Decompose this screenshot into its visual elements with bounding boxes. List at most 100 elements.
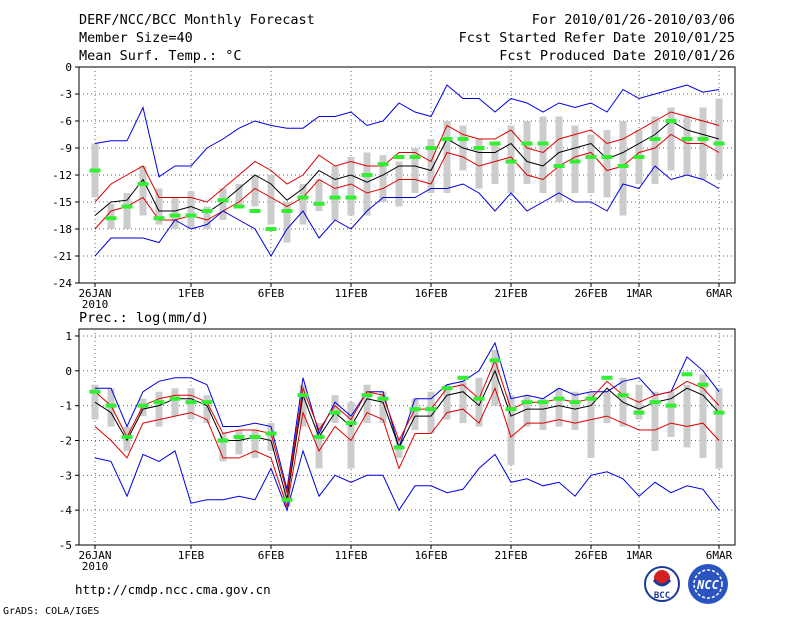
y-tick-label: -18 <box>52 223 72 236</box>
median-marker <box>105 216 117 221</box>
header-variable: Mean Surf. Temp.: °C <box>79 48 242 64</box>
spread-box <box>331 395 339 424</box>
median-marker <box>281 209 293 213</box>
median-marker <box>201 209 213 213</box>
x-tick-label: 6MAR <box>706 287 733 300</box>
median-marker <box>521 141 533 146</box>
median-marker <box>601 375 613 380</box>
spread-box <box>603 130 611 198</box>
footer-url[interactable]: http://cmdp.ncc.cma.gov.cn <box>75 582 271 597</box>
footer-grads-credit: GrADS: COLA/IGES <box>3 606 99 617</box>
y-tick-label: -21 <box>52 250 72 263</box>
y-tick-label: -3 <box>59 88 72 101</box>
median-marker <box>617 393 629 398</box>
median-marker <box>505 407 517 412</box>
median-marker <box>377 396 389 401</box>
spread-box <box>315 179 323 211</box>
spread-box <box>523 121 531 184</box>
spread-box <box>587 134 595 193</box>
spread-box <box>395 161 403 207</box>
median-marker <box>377 162 389 167</box>
spread-box <box>363 384 371 424</box>
spread-box <box>283 485 291 507</box>
median-marker <box>313 201 325 206</box>
spread-box <box>427 139 435 193</box>
header-started-date: Fcst Started Refer Date 2010/01/25 <box>459 30 735 46</box>
median-marker <box>665 119 677 123</box>
median-marker <box>169 396 181 401</box>
median-marker <box>489 358 501 363</box>
median-marker <box>649 137 661 141</box>
median-marker <box>249 435 261 439</box>
x-tick-label: 26FEB <box>574 287 607 300</box>
median-marker <box>585 396 597 401</box>
spread-box <box>427 391 435 434</box>
median-marker <box>697 137 709 141</box>
spread-box <box>459 381 467 424</box>
series-line-min <box>94 165 720 257</box>
median-marker <box>233 204 245 209</box>
spread-box <box>667 107 675 171</box>
spread-box <box>683 384 691 448</box>
spread-box <box>683 116 691 175</box>
spread-box <box>443 121 451 193</box>
ncc-logo: NCC <box>688 564 728 604</box>
spread-box <box>539 116 547 193</box>
y-tick-label: -2 <box>59 434 72 447</box>
median-marker <box>249 209 261 213</box>
x-year-label: 2010 <box>82 560 109 573</box>
median-marker <box>441 386 453 391</box>
median-marker <box>153 216 165 221</box>
median-marker <box>361 393 373 398</box>
spread-box <box>475 377 483 427</box>
y-tick-label: -9 <box>59 142 72 155</box>
spread-box <box>507 125 515 193</box>
median-marker <box>297 195 309 200</box>
spread-box <box>619 121 627 216</box>
spread-box <box>523 395 531 427</box>
median-marker <box>697 382 709 387</box>
median-marker <box>489 141 501 146</box>
spread-box <box>651 116 659 184</box>
x-tick-label: 26JAN <box>78 287 111 300</box>
x-tick-label: 6FEB <box>258 287 285 300</box>
median-marker <box>121 204 133 209</box>
x-tick-label: 1MAR <box>626 549 653 562</box>
y-tick-label: -5 <box>59 539 72 552</box>
spread-box <box>443 384 451 420</box>
spread-box <box>347 157 355 216</box>
median-marker <box>217 438 229 443</box>
spread-box <box>139 166 147 216</box>
median-marker <box>185 400 197 405</box>
precipitation-chart: 1 0 -1 -2 -3 -4 -5 26JAN 1FEB 6FEB 11FEB 16FEB 21FEB… <box>59 328 736 573</box>
spread-box <box>603 391 611 424</box>
spread-box <box>219 188 227 220</box>
median-marker <box>105 403 117 408</box>
temperature-chart: 0 -3 -6 -9 -12 -15 -18 -21 -24 26JAN 1FEB 6FEB 11FEB… <box>52 61 736 311</box>
spread-box <box>379 155 387 202</box>
median-marker <box>89 168 101 173</box>
spread-box <box>251 175 259 207</box>
spread-box <box>507 395 515 465</box>
median-marker <box>633 410 645 415</box>
x-tick-label: 6FEB <box>258 549 285 562</box>
spread-box <box>491 349 499 406</box>
median-marker <box>441 137 453 141</box>
spread-box <box>91 384 99 420</box>
median-marker <box>505 159 517 164</box>
bcc-logo: BCC <box>644 566 680 602</box>
spread-box <box>155 391 163 427</box>
median-marker <box>617 164 629 168</box>
x-tick-label: 1FEB <box>178 287 205 300</box>
spread-box <box>379 391 387 424</box>
median-marker <box>153 400 165 405</box>
spread-box <box>299 184 307 225</box>
median-marker <box>361 173 373 177</box>
spread-box <box>363 152 371 216</box>
median-marker <box>649 400 661 405</box>
median-marker <box>409 407 421 412</box>
spread-box <box>699 374 707 458</box>
median-marker <box>121 435 133 439</box>
spread-box <box>171 197 179 229</box>
